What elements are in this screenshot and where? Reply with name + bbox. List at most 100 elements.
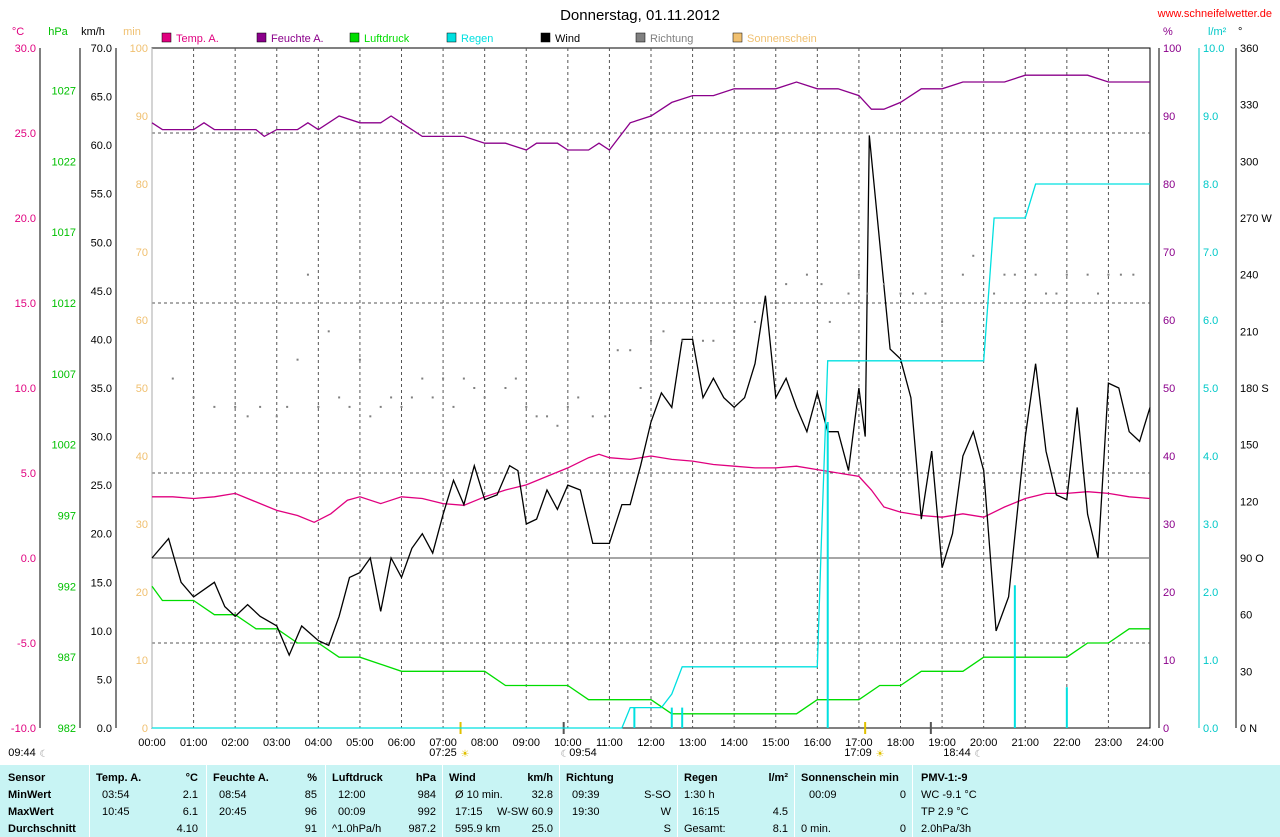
direction-min-time: 09:39 [572,789,600,801]
humidity-tick: 90 [1163,111,1175,123]
time-label: 10:00 [554,737,582,749]
time-label: 12:00 [637,737,665,749]
direction-tick: 150 [1240,440,1258,452]
time-label: 16:00 [804,737,832,749]
temp-tick: 15.0 [15,298,36,310]
rain-duration: 1:30 h [684,789,715,801]
website-label: www.schneifelwetter.de [1157,8,1272,20]
temp-tick: 25.0 [15,128,36,140]
wind-tick: 55.0 [91,189,112,201]
rain-tick: 9.0 [1203,111,1218,123]
direction-point [556,424,559,427]
legend-label-6: Sonnenschein [747,33,817,45]
humidity-unit: % [307,772,317,784]
wind-tick: 70.0 [91,43,112,55]
direction-tick: 330 [1240,100,1258,112]
temp-tick: 20.0 [15,213,36,225]
direction-point [514,377,517,380]
direction-point [390,396,393,399]
time-label: 08:00 [471,737,499,749]
pressure-tick: 1007 [52,369,76,381]
direction-point [650,339,652,342]
humidity-header: Feuchte A. [213,772,269,784]
temp-avg: 4.10 [176,823,198,835]
sun-tick: 100 [130,43,148,55]
direction-point [774,302,777,304]
pressure-header: Luftdruck [332,772,383,784]
time-label: 02:00 [221,737,249,749]
time-label: 14:00 [720,737,748,749]
direction-point [1086,273,1089,276]
pressure-tick: 1022 [52,156,76,168]
direction-point [421,377,424,380]
event-icon: ☾ [40,749,49,760]
direction-point [452,405,455,408]
humidity-tick: 70 [1163,247,1175,259]
temp-column: Temp. A. °C 03:54 2.1 10:45 6.1 4.10 [89,765,206,837]
humidity-tick: 10 [1163,655,1175,667]
time-label: 23:00 [1095,737,1123,749]
sun-tick: 30 [136,519,148,531]
wind-tick: 35.0 [91,383,112,395]
direction-point [733,330,736,333]
legend-label-3: Regen [461,33,493,45]
pmv-pressure-trend: 2.0hPa/3h [921,823,972,835]
direction-point [246,415,249,418]
direction-point [338,396,341,399]
direction-point [1107,273,1110,276]
direction-point [961,273,964,276]
pressure-tick: 1012 [52,298,76,310]
legend-label-2: Luftdruck [364,33,410,45]
sun-column: Sonnenschein min 00:09 0 0 min. 0 [794,765,912,837]
direction-point [358,358,361,361]
direction-point [591,415,594,418]
direction-point [1013,273,1016,276]
direction-point [234,405,237,408]
direction-point [317,405,320,408]
humidity-max: 96 [304,806,317,818]
direction-point [327,330,330,333]
wind-tick: 5.0 [97,674,112,686]
rain-max: 4.5 [772,806,788,818]
direction-point [400,405,403,408]
direction-point [275,415,278,418]
time-label: 17:00 [845,737,873,749]
direction-point [442,377,445,380]
legend-swatch-3 [446,32,457,43]
pressure-min-time: 12:00 [338,789,366,801]
series-line-wind [151,135,1151,657]
event-icon: ☾ [975,749,984,760]
time-label: 21:00 [1011,737,1039,749]
direction-point [866,292,869,295]
direction-tick: 120 [1240,496,1258,508]
pressure-tick: 1002 [52,440,76,452]
time-label: 24:00 [1136,737,1164,749]
rain-tick: 3.0 [1203,519,1218,531]
direction-max-time: 19:30 [572,806,600,818]
direction-point [701,339,704,342]
wind-tick: 45.0 [91,286,112,298]
pressure-max: 992 [417,806,436,818]
direction-point [171,377,174,380]
sun-tick: 0 [142,723,148,735]
rain-column: Regen l/m² 1:30 h 16:15 4.5 Gesamt: 8.1 [677,765,794,837]
sun-tick: 70 [136,247,148,259]
rain-max-time: 16:15 [692,806,720,818]
direction-point [504,387,507,389]
rain-unit: l/m² [768,772,788,784]
pressure-column: Luftdruck hPa 12:00 984 00:09 992 ^1.0hP… [325,765,442,837]
wind-tick: 10.0 [91,626,112,638]
temp-tick: 10.0 [15,383,36,395]
time-label: 03:00 [263,737,291,749]
direction-point [192,396,195,399]
pressure-tick: 982 [58,723,76,735]
event-icon: ☾ [561,749,570,760]
time-label: 20:00 [970,737,998,749]
row-label-avg: Durchschnitt [8,823,76,835]
rain-tick: 8.0 [1203,179,1218,191]
humidity-max-time: 20:45 [219,806,247,818]
wind-avg10: 32.8 [531,789,553,801]
rain-tick: 7.0 [1203,247,1218,259]
event-time: 09:44 [8,747,36,759]
direction-point [847,292,850,295]
